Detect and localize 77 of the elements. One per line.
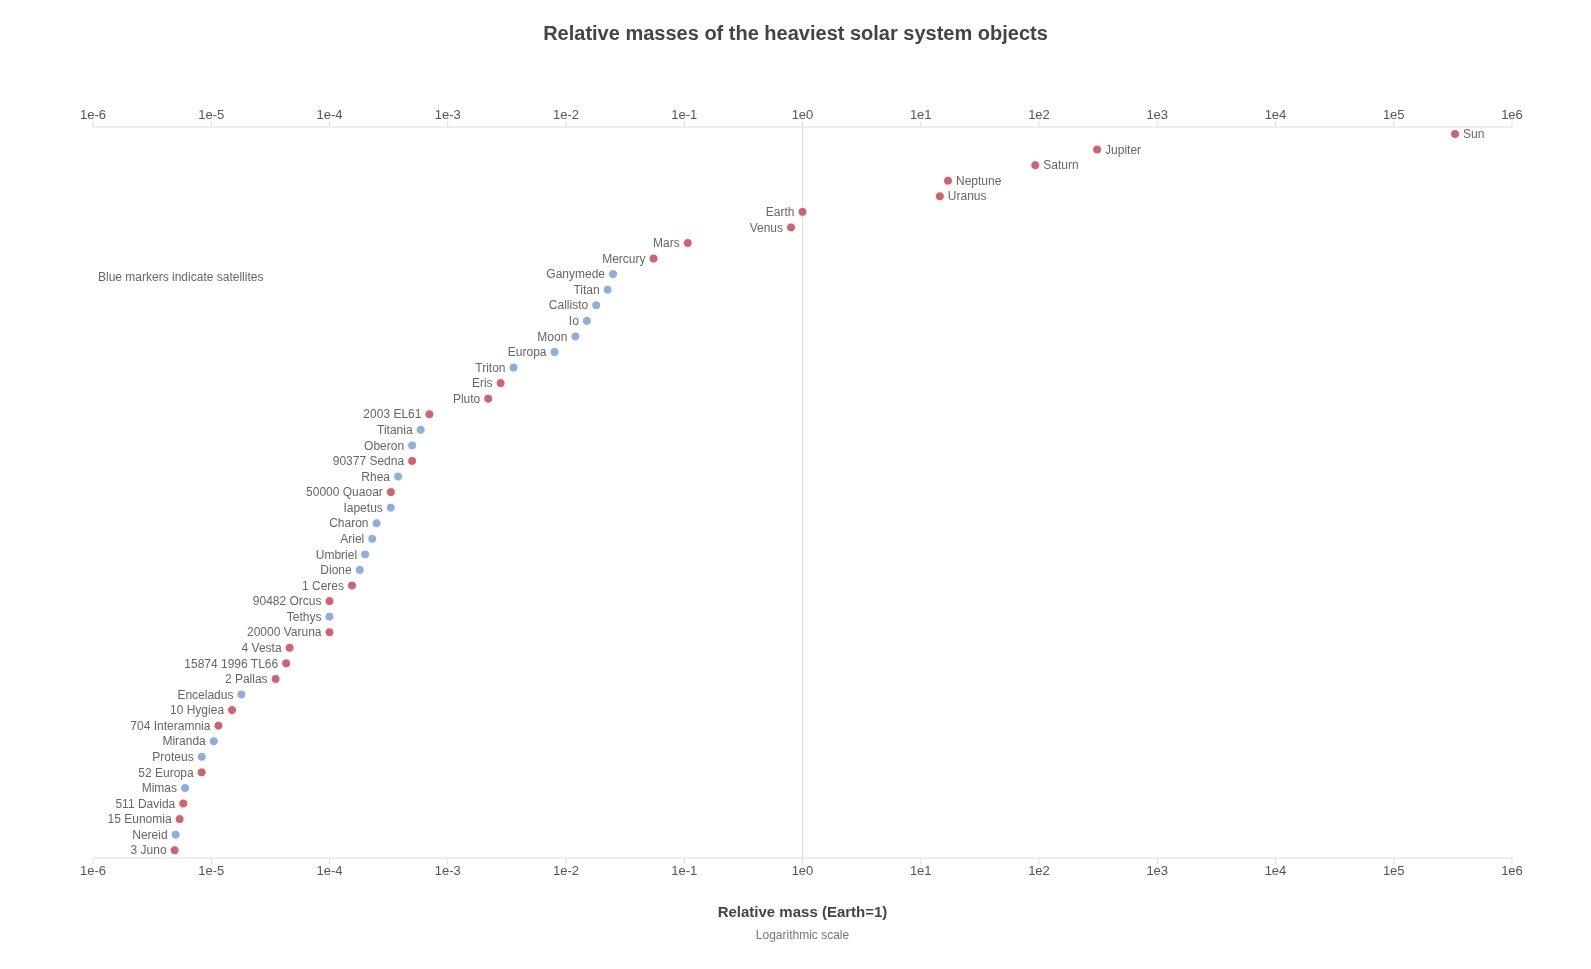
x-tick-label: 1e-5	[198, 107, 225, 122]
y-tick-label: Mimas	[141, 781, 178, 796]
x-tick-label: 1e-3	[434, 107, 461, 122]
y-tick-label: Ganymede	[546, 267, 606, 282]
y-tick-label: 20000 Varuna	[246, 625, 322, 640]
y-tick-label: 3 Juno	[130, 843, 167, 858]
y-tick-label: Saturn	[1043, 158, 1079, 173]
x-tick-label: 1e-1	[671, 107, 698, 122]
x-tick-label: 1e-2	[552, 107, 580, 122]
y-tick-label: Rhea	[361, 469, 391, 484]
x-tick-label: 1e5	[1382, 107, 1405, 122]
y-tick-label: Uranus	[947, 189, 987, 204]
text: 1e-2	[552, 863, 580, 879]
y-tick-label: 4 Vesta	[241, 641, 282, 656]
y-tick-label: Venus	[749, 220, 784, 235]
y-tick-label: Neptune	[956, 173, 1002, 188]
text: 1e3	[1146, 863, 1169, 879]
y-tick-label: Io	[568, 314, 580, 329]
y-tick-label: Proteus	[152, 750, 194, 764]
x-tick-label: 1e6	[1501, 107, 1523, 122]
x-tick-label: 1e1	[909, 107, 932, 122]
text: 1e-6	[79, 863, 107, 879]
y-tick-label: Titania	[377, 423, 413, 438]
x-axis-title: Relative mass (Earth=1)	[716, 903, 889, 920]
y-tick-label: Europa	[507, 345, 547, 360]
y-tick-label: 15 Eunomia	[107, 812, 172, 827]
y-tick-label: Earth	[765, 205, 795, 220]
text: 1e-5	[198, 863, 225, 879]
y-tick-label: 704 Interamnia	[130, 718, 211, 733]
y-tick-label: 90377 Sedna	[332, 454, 405, 469]
y-tick-label: 90482 Orcus	[252, 594, 322, 609]
y-tick-label: Nereid	[132, 827, 168, 842]
y-tick-label: Mars	[653, 236, 680, 251]
annotation: Blue markers indicate satellites	[98, 270, 264, 284]
x-tick-label: 1e-6	[79, 107, 107, 122]
y-tick-label: 10 Hygiea	[170, 703, 225, 718]
y-tick-label: Dione	[320, 563, 353, 578]
y-tick-label: Ariel	[340, 532, 365, 547]
y-tick-label: Eris	[471, 376, 493, 391]
y-tick-label: Triton	[475, 360, 506, 375]
text: 1e2	[1028, 863, 1050, 879]
y-tick-label: Titan	[573, 282, 600, 297]
x-tick-label: 1e0	[791, 107, 814, 122]
y-tick-label: 1 Ceres	[301, 578, 345, 593]
y-tick-label: Moon	[537, 329, 568, 344]
text: 1e-1	[671, 863, 698, 879]
y-tick-label: Sun	[1463, 127, 1485, 142]
y-tick-label: Enceladus	[177, 687, 234, 702]
y-tick-label: 52 Europa	[138, 765, 194, 780]
text: Logarithmic scale	[754, 928, 851, 942]
y-tick-label: 2003 EL61	[363, 407, 422, 422]
y-tick-label: 511 Davida	[115, 796, 176, 811]
y-tick-label: Callisto	[548, 298, 589, 313]
y-tick-label: Charon	[329, 516, 369, 531]
y-tick-label: 2 Pallas	[224, 672, 268, 687]
y-tick-label: Tethys	[286, 609, 322, 624]
chart-title: Relative masses of the heaviest solar system objects	[542, 22, 1049, 45]
y-tick-label: Oberon	[364, 438, 405, 453]
x-tick-label: 1e3	[1146, 107, 1169, 122]
y-tick-label: Mercury	[602, 251, 646, 266]
y-tick-label: Jupiter	[1105, 142, 1142, 157]
y-tick-label: Miranda	[162, 734, 207, 749]
y-tick-label: Umbriel	[315, 547, 358, 562]
text: 1e6	[1501, 863, 1523, 879]
text: 1e-3	[434, 863, 461, 879]
text: 1e-4	[316, 863, 343, 879]
y-tick-label: Pluto	[452, 391, 481, 406]
x-tick-label: 1e4	[1264, 107, 1287, 122]
x-tick-label: 1e2	[1028, 107, 1050, 122]
y-tick-label: Iapetus	[343, 500, 383, 515]
text: 1e1	[909, 863, 932, 879]
x-tick-label: 1e-4	[316, 107, 343, 122]
y-tick-label: 50000 Quaoar	[306, 485, 383, 500]
text: 1e5	[1382, 863, 1405, 879]
text: 1e0	[791, 863, 814, 879]
y-tick-label: 15874 1996 TL66	[184, 656, 279, 671]
text: 1e4	[1264, 863, 1287, 879]
